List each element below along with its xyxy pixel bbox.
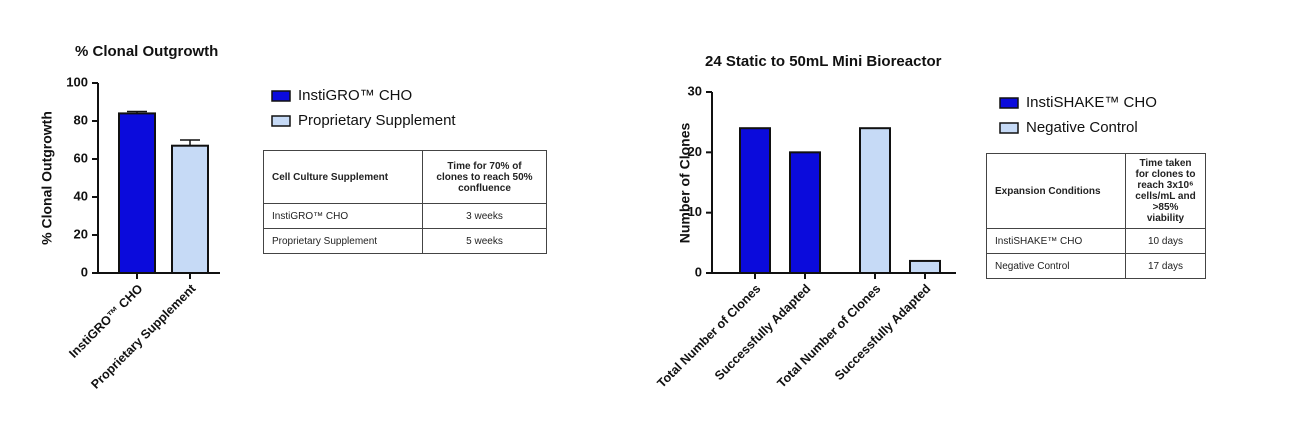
legend-label: Negative Control — [1026, 119, 1138, 136]
y-tick-label: 80 — [74, 112, 88, 127]
bar — [789, 151, 821, 274]
y-tick-label: 30 — [688, 83, 702, 98]
bar — [118, 112, 156, 275]
x-tick-label: Total Number of Clones — [655, 282, 764, 391]
y-tick-label: 60 — [74, 150, 88, 165]
legend-swatch — [999, 97, 1019, 109]
legend-swatch — [271, 115, 291, 127]
y-axis-label: Number of Clones — [677, 123, 693, 244]
table-cell: 17 days — [1125, 253, 1206, 279]
table-cell: 5 weeks — [422, 228, 547, 254]
table-cell: Proprietary Supplement — [263, 228, 423, 254]
legend-swatch — [271, 90, 291, 102]
table-row: InstiSHAKE™ CHO 10 days — [986, 228, 1206, 254]
legend-label: InstiGRO™ CHO — [298, 87, 412, 104]
data-table: Expansion Conditions Time taken for clone… — [986, 153, 1206, 279]
y-tick-label: 0 — [81, 264, 88, 279]
table-header-cell: Time taken for clones to reach 3x10⁶ cel… — [1125, 153, 1206, 229]
y-tick-label: 0 — [695, 264, 702, 279]
legend-swatch — [999, 122, 1019, 134]
table-cell: Negative Control — [986, 253, 1126, 279]
bar — [859, 127, 891, 274]
x-tick-label: Successfully Adapted — [832, 282, 933, 383]
bar — [739, 127, 771, 274]
legend-label: InstiSHAKE™ CHO — [1026, 94, 1157, 111]
table-row: Proprietary Supplement 5 weeks — [263, 228, 547, 254]
table-row: Expansion Conditions Time taken for clone… — [986, 153, 1206, 229]
chart-title: % Clonal Outgrowth — [75, 43, 218, 60]
table-row: Negative Control 17 days — [986, 253, 1206, 279]
y-tick-label: 20 — [74, 226, 88, 241]
table-cell: 3 weeks — [422, 203, 547, 229]
y-tick-label: 10 — [688, 204, 702, 219]
legend-label: Proprietary Supplement — [298, 112, 456, 129]
table-header-cell: Time for 70% of clones to reach 50% conf… — [422, 150, 547, 204]
table-header-cell: Cell Culture Supplement — [263, 150, 423, 204]
bar — [909, 259, 941, 274]
table-header-cell: Expansion Conditions — [986, 153, 1126, 229]
y-axis-label: % Clonal Outgrowth — [39, 111, 55, 245]
table-row: Cell Culture Supplement Time for 70% of c… — [263, 150, 547, 204]
table-cell: InstiGRO™ CHO — [263, 203, 423, 229]
table-cell: 10 days — [1125, 228, 1206, 254]
table-cell: InstiSHAKE™ CHO — [986, 228, 1126, 254]
data-table: Cell Culture Supplement Time for 70% of c… — [263, 150, 547, 254]
x-tick-label: Proprietary Supplement — [88, 281, 199, 392]
bar — [171, 144, 209, 274]
y-tick-label: 100 — [66, 74, 88, 89]
y-tick-label: 40 — [74, 188, 88, 203]
chart-title: 24 Static to 50mL Mini Bioreactor — [705, 53, 942, 70]
table-row: InstiGRO™ CHO 3 weeks — [263, 203, 547, 229]
y-tick-label: 20 — [688, 144, 702, 159]
